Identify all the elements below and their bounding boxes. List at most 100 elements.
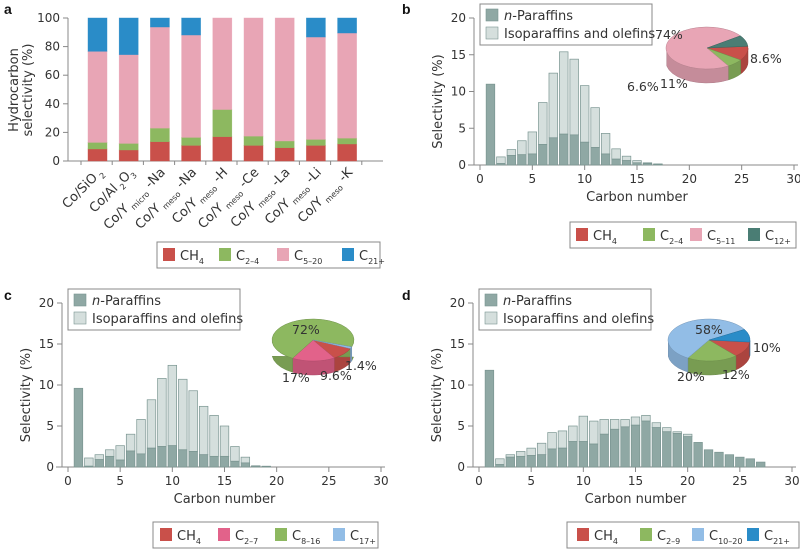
- legend-fractions: CH4 C2–9 C10–20 C21+: [566, 521, 800, 549]
- bar-iso-olefin-c9: [569, 58, 579, 136]
- bar-c5-20-4: [212, 17, 233, 110]
- legend-label-iso-olefins: Isoparaffins and olefins: [503, 312, 654, 327]
- legend-series: n-Paraffins Isoparaffins and olefins: [478, 288, 654, 331]
- legend-swatch-c5-20: [277, 248, 289, 261]
- legend-box: [67, 288, 241, 331]
- pie-label-ch4: 9.6%: [320, 368, 352, 383]
- bar-iso-olefin-c15: [630, 416, 641, 426]
- legend-label: CH4: [177, 529, 201, 546]
- bar-n-paraffin-c3: [505, 456, 515, 468]
- x-tick-label: 10: [576, 474, 591, 488]
- bar-iso-olefin-c11: [178, 378, 188, 451]
- bar-iso-olefin-c8: [557, 430, 568, 449]
- bar-iso-olefin-c7: [136, 419, 146, 455]
- x-tick-label: 0: [476, 172, 484, 186]
- legend-series: n-Paraffins Isoparaffins and olefins: [479, 3, 655, 46]
- bar-n-paraffin-c4: [516, 455, 526, 468]
- bar-iso-olefin-c13: [198, 405, 209, 456]
- bar-n-paraffin-c2: [495, 464, 505, 468]
- bar-iso-olefin-c16: [641, 414, 651, 422]
- bar-ch4-2: [150, 141, 170, 162]
- bar-n-paraffin-c12: [600, 153, 611, 166]
- x-axis-label: Carbon number: [585, 492, 687, 507]
- x-tick-label: 30: [784, 474, 799, 488]
- bar-iso-olefin-c14: [621, 155, 632, 161]
- bar-n-paraffin-c27: [756, 461, 766, 468]
- bar-c5-20-2: [150, 26, 170, 129]
- pie-slice-c8-16: [271, 318, 355, 359]
- bar-n-paraffin-c13: [611, 158, 621, 166]
- y-tick-label: 20: [450, 296, 465, 310]
- bar-iso-olefin-c13: [611, 148, 621, 160]
- bar-iso-olefin-c2: [495, 458, 505, 465]
- bar-n-paraffin-c7: [547, 448, 557, 468]
- bar-n-paraffin-c2: [496, 163, 506, 166]
- bar-n-paraffin-c23: [714, 451, 724, 468]
- panel-label-d: d: [402, 287, 411, 303]
- legend-label: CH4: [593, 229, 617, 246]
- bar-iso-olefin-c20: [683, 433, 693, 438]
- bar-iso-olefin-c12: [188, 390, 198, 452]
- bar-ch4-5: [243, 145, 264, 162]
- bar-iso-olefin-c5: [115, 445, 125, 461]
- x-axis-label: Carbon number: [586, 190, 688, 205]
- legend-label: CH4: [594, 529, 618, 546]
- bar-c21+-0: [87, 17, 108, 52]
- bar-iso-olefin-c11: [589, 420, 599, 445]
- bar-iso-olefin-c18: [662, 427, 672, 433]
- bar-iso-olefin-c10: [580, 85, 590, 143]
- bar-n-paraffin-c14: [621, 160, 632, 166]
- bar-n-paraffin-c13: [198, 454, 209, 468]
- bar-iso-olefin-c3: [506, 149, 517, 156]
- bar-c21+-7: [306, 17, 326, 38]
- legend-label: C2–4: [236, 249, 259, 266]
- bar-c2-4-8: [337, 137, 357, 145]
- bar-ch4-6: [274, 147, 295, 162]
- bar-iso-olefin-c10: [578, 415, 588, 442]
- legend-box: [478, 288, 652, 331]
- panel-label-b: b: [402, 1, 411, 17]
- pie-label-c2-7: 17%: [282, 370, 310, 385]
- bar-n-paraffin-c17: [651, 427, 662, 468]
- x-tick-label: 20: [269, 474, 284, 488]
- legend-label-iso-olefins: Isoparaffins and olefins: [504, 27, 655, 42]
- legend-label: C5–20: [294, 249, 322, 266]
- bar-n-paraffin-c10: [580, 141, 590, 166]
- bar-n-paraffin-c9: [157, 446, 167, 468]
- panel-b: 0 5 10 15 20 0 5 10 15 20 25 30 Carbon number Selecti…: [431, 3, 800, 249]
- pie-slice-c10-20: [667, 318, 745, 359]
- pie-chart: 9.6% 17% 72% 1.4%: [271, 318, 377, 385]
- bar-n-paraffin-c15: [632, 162, 642, 166]
- y-tick-label: 5: [457, 419, 465, 433]
- bar-n-paraffin-c5: [115, 459, 125, 468]
- legend-swatch: [690, 228, 702, 241]
- legend-swatch-c2-4: [219, 248, 231, 261]
- legend-label: C12+: [765, 229, 791, 246]
- legend-label: CH4: [180, 249, 204, 266]
- bar-n-paraffin-c24: [724, 454, 735, 468]
- y-tick-label: 20: [39, 296, 54, 310]
- legend-label-iso-olefins: Isoparaffins and olefins: [92, 312, 243, 327]
- x-tick-label: 30: [373, 474, 388, 488]
- bar-n-paraffin-c12: [599, 433, 609, 468]
- y-axis-label: Selectivity (%): [431, 54, 446, 148]
- bar-c5-20-0: [87, 51, 108, 143]
- y-tick-label: 60: [45, 68, 60, 82]
- y-tick-label: 10: [451, 85, 466, 99]
- x-tick-label: 0: [64, 474, 72, 488]
- bar-n-paraffin-c6: [538, 144, 548, 166]
- bar-n-paraffin-c14: [620, 426, 630, 468]
- bar-n-paraffin-c16: [641, 420, 651, 468]
- bar-n-paraffin-c10: [167, 445, 177, 468]
- bar-c2-4-3: [181, 137, 201, 146]
- legend-label: C21+: [359, 249, 385, 266]
- legend-swatch-c21+: [342, 248, 354, 261]
- y-axis-label: Selectivity (%): [430, 348, 445, 442]
- bar-n-paraffin-c3: [94, 459, 104, 468]
- bar-n-paraffin-c25: [735, 456, 745, 468]
- x-tick-label: 15: [629, 172, 644, 186]
- bar-iso-olefin-c4: [105, 449, 115, 457]
- x-tick-label: 20: [682, 172, 697, 186]
- legend-swatch-n-paraffins: [485, 8, 499, 22]
- bar-ch4-4: [212, 136, 233, 162]
